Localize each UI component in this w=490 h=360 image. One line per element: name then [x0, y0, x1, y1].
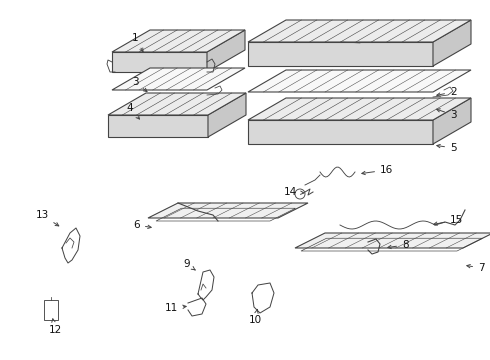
Polygon shape: [108, 115, 208, 137]
Polygon shape: [248, 98, 471, 120]
Polygon shape: [248, 120, 433, 144]
Polygon shape: [295, 233, 490, 248]
Polygon shape: [433, 20, 471, 66]
Text: 2: 2: [437, 87, 457, 97]
Polygon shape: [248, 70, 471, 92]
Polygon shape: [207, 30, 245, 72]
Text: 4: 4: [127, 103, 140, 119]
Text: 3: 3: [437, 109, 457, 120]
Text: 15: 15: [434, 215, 463, 225]
Text: 5: 5: [437, 143, 457, 153]
Text: 11: 11: [165, 303, 186, 313]
Polygon shape: [112, 52, 207, 72]
Text: 7: 7: [467, 263, 485, 273]
Text: 1: 1: [132, 33, 143, 52]
Polygon shape: [248, 20, 471, 42]
Text: 12: 12: [49, 319, 62, 335]
Text: 16: 16: [362, 165, 393, 175]
Text: 14: 14: [284, 187, 304, 197]
Text: 10: 10: [248, 309, 262, 325]
Polygon shape: [148, 203, 308, 218]
Polygon shape: [108, 93, 246, 115]
Polygon shape: [208, 93, 246, 137]
Text: 13: 13: [35, 210, 59, 226]
Polygon shape: [112, 68, 245, 90]
Bar: [44, 300, 58, 320]
Text: 8: 8: [388, 240, 409, 250]
Text: 9: 9: [183, 259, 195, 270]
Polygon shape: [112, 30, 245, 52]
Text: 6: 6: [133, 220, 151, 230]
Polygon shape: [248, 42, 433, 66]
Text: 3: 3: [132, 77, 147, 91]
Polygon shape: [433, 98, 471, 144]
